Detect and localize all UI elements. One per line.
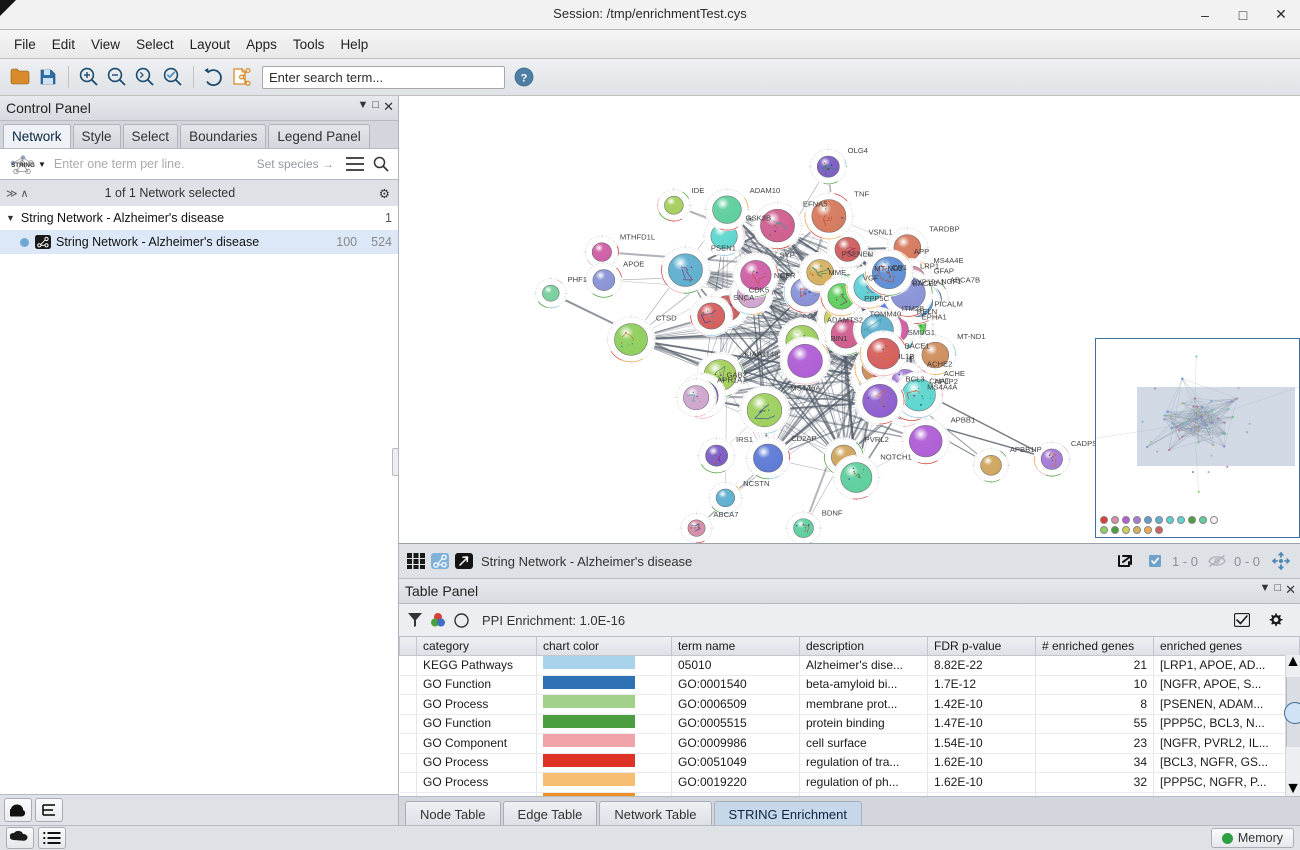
svg-text:SYP: SYP bbox=[779, 251, 794, 260]
svg-text:TNF: TNF bbox=[854, 190, 869, 199]
svg-text:NOTCH1: NOTCH1 bbox=[880, 453, 911, 462]
svg-text:PSENEN: PSENEN bbox=[842, 250, 873, 259]
svg-text:SNCA: SNCA bbox=[733, 293, 754, 302]
svg-text:ITM2B: ITM2B bbox=[902, 304, 925, 313]
svg-text:ADAM10: ADAM10 bbox=[750, 186, 781, 195]
svg-text:PHF1: PHF1 bbox=[567, 275, 587, 284]
svg-text:MS4A6A: MS4A6A bbox=[790, 384, 820, 393]
svg-text:MT-ND1: MT-ND1 bbox=[957, 332, 985, 341]
svg-text:MS4A4E: MS4A4E bbox=[933, 256, 963, 265]
svg-text:MME: MME bbox=[828, 268, 846, 277]
svg-text:SMUG1: SMUG1 bbox=[908, 328, 935, 337]
svg-text:PSEN1: PSEN1 bbox=[711, 244, 736, 253]
svg-text:PVRL2: PVRL2 bbox=[865, 435, 889, 444]
svg-text:CD2AP: CD2AP bbox=[791, 434, 817, 443]
svg-text:KIAA1149: KIAA1149 bbox=[744, 350, 778, 359]
svg-text:?: ? bbox=[521, 73, 528, 85]
svg-text:CR1: CR1 bbox=[892, 263, 907, 272]
svg-text:CTSD: CTSD bbox=[656, 314, 677, 323]
svg-text:VSNL1: VSNL1 bbox=[868, 227, 892, 236]
svg-text:APBB1IP: APBB1IP bbox=[1010, 445, 1042, 454]
svg-text:EFNA5: EFNA5 bbox=[803, 199, 828, 208]
svg-text:PICALM: PICALM bbox=[934, 299, 963, 308]
svg-text:GFAP: GFAP bbox=[934, 267, 954, 276]
svg-text:ACHE: ACHE bbox=[944, 369, 965, 378]
svg-text:APLP2: APLP2 bbox=[934, 377, 958, 386]
svg-text:APP: APP bbox=[914, 247, 929, 256]
svg-text:IRS1: IRS1 bbox=[736, 435, 753, 444]
svg-text:BACE1: BACE1 bbox=[905, 342, 930, 351]
svg-text:NCSTN: NCSTN bbox=[743, 479, 769, 488]
svg-text:STRING: STRING bbox=[11, 162, 35, 169]
svg-text:BDNF: BDNF bbox=[822, 509, 843, 518]
svg-text:IDE: IDE bbox=[692, 186, 705, 195]
svg-text:VGF: VGF bbox=[863, 274, 879, 283]
svg-text:NGFR: NGFR bbox=[774, 271, 796, 280]
svg-text:ACHE2: ACHE2 bbox=[927, 359, 953, 368]
svg-text:BCL3: BCL3 bbox=[906, 374, 925, 383]
svg-text:ADAMTS2: ADAMTS2 bbox=[827, 315, 863, 324]
svg-text:APBB1: APBB1 bbox=[951, 416, 976, 425]
svg-text:TOMM40: TOMM40 bbox=[869, 309, 901, 318]
svg-text:GSK3B: GSK3B bbox=[746, 214, 772, 223]
svg-text:MTHFD1L: MTHFD1L bbox=[620, 233, 655, 242]
svg-text:APH1A: APH1A bbox=[717, 376, 742, 385]
svg-text:BACE2: BACE2 bbox=[913, 279, 938, 288]
svg-text:APOE: APOE bbox=[623, 260, 644, 269]
svg-text:OLG4: OLG4 bbox=[848, 146, 868, 155]
svg-text:NGF1: NGF1 bbox=[941, 277, 961, 286]
svg-text:IL1B: IL1B bbox=[899, 352, 915, 361]
svg-text:PPP5C: PPP5C bbox=[864, 294, 890, 303]
svg-text:TARDBP: TARDBP bbox=[929, 225, 959, 234]
svg-text:ABCA7: ABCA7 bbox=[713, 510, 738, 519]
svg-text:BIN1: BIN1 bbox=[831, 334, 848, 343]
